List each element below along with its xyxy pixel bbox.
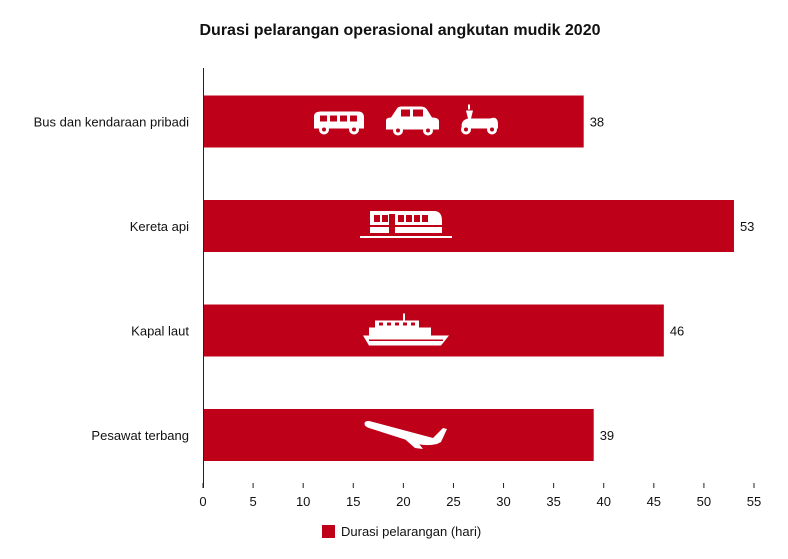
ship-hull-stripe bbox=[369, 339, 443, 341]
car-hub bbox=[396, 128, 400, 133]
train-rail bbox=[360, 236, 452, 238]
bus-window bbox=[340, 115, 347, 122]
category-label: Bus dan kendaraan pribadi bbox=[34, 115, 190, 130]
data-label: 46 bbox=[670, 324, 684, 339]
x-tick-label: 45 bbox=[647, 494, 661, 509]
ship-deck-lower bbox=[369, 327, 431, 336]
ship-porthole bbox=[387, 322, 391, 326]
legend: Durasi pelarangan (hari) bbox=[322, 524, 481, 539]
train-window bbox=[374, 215, 380, 222]
ship-porthole bbox=[403, 322, 407, 326]
legend-label: Durasi pelarangan (hari) bbox=[341, 524, 482, 539]
bar-chart: 0 5 10 15 20 25 30 35 40 45 50 55 Bus dan kendaraan … bbox=[34, 68, 761, 509]
train-icon bbox=[360, 211, 452, 238]
train-window bbox=[398, 215, 404, 222]
bus-hub bbox=[322, 127, 326, 132]
x-tick-label: 15 bbox=[346, 494, 360, 509]
bus-hub bbox=[352, 127, 356, 132]
train-stripe bbox=[370, 225, 442, 227]
data-label: 38 bbox=[590, 115, 604, 130]
category-label: Kereta api bbox=[130, 219, 189, 234]
bus-icon bbox=[314, 111, 364, 135]
bus-window bbox=[350, 115, 357, 122]
train-door bbox=[389, 214, 395, 233]
x-tick-label: 40 bbox=[596, 494, 610, 509]
scooter-hub bbox=[490, 127, 494, 132]
ship-mast bbox=[403, 313, 405, 321]
car-window bbox=[413, 109, 423, 117]
ship-icon bbox=[363, 313, 449, 346]
data-label: 39 bbox=[600, 428, 614, 443]
x-tick-label: 20 bbox=[396, 494, 410, 509]
x-tick-label: 25 bbox=[446, 494, 460, 509]
category-label: Kapal laut bbox=[131, 324, 189, 339]
x-tick-label: 35 bbox=[546, 494, 560, 509]
car-icon bbox=[386, 106, 439, 136]
train-window bbox=[382, 215, 388, 222]
ship-porthole bbox=[395, 322, 399, 326]
x-tick-label: 5 bbox=[249, 494, 256, 509]
chart-title: Durasi pelarangan operasional angkutan m… bbox=[199, 22, 601, 39]
scooter-icon bbox=[461, 104, 498, 135]
car-window bbox=[401, 109, 410, 117]
x-tick-label: 50 bbox=[697, 494, 711, 509]
airplane-body bbox=[364, 421, 447, 446]
data-label: 53 bbox=[740, 219, 754, 234]
x-tick-label: 30 bbox=[496, 494, 510, 509]
bar bbox=[204, 200, 734, 252]
bus-window bbox=[320, 115, 327, 122]
ship-porthole bbox=[379, 322, 383, 326]
train-window bbox=[422, 215, 428, 222]
car-body bbox=[386, 106, 439, 130]
ship-porthole bbox=[411, 322, 415, 326]
bar bbox=[204, 304, 664, 357]
x-tick-label: 55 bbox=[747, 494, 761, 509]
bus-window bbox=[330, 115, 337, 122]
train-window bbox=[414, 215, 420, 222]
scooter-body bbox=[461, 110, 498, 129]
airplane-wing bbox=[399, 434, 423, 449]
train-window bbox=[406, 215, 412, 222]
category-label: Pesawat terbang bbox=[91, 428, 189, 443]
legend-swatch bbox=[322, 525, 335, 538]
x-tick-label: 10 bbox=[296, 494, 310, 509]
airplane-icon bbox=[364, 421, 447, 449]
car-hub bbox=[426, 128, 430, 133]
scooter-hub bbox=[464, 127, 468, 132]
x-tick-label: 0 bbox=[199, 494, 206, 509]
